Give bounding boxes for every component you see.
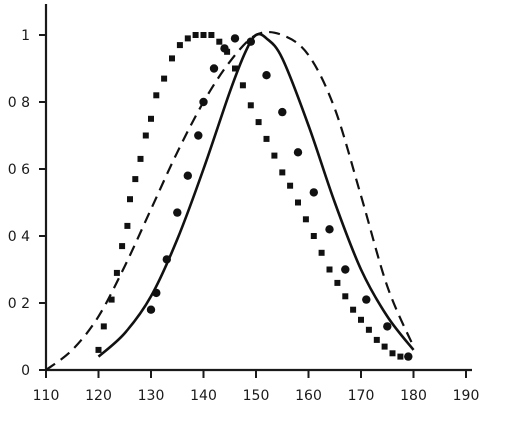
y-tick-label: 0 2 [8, 296, 30, 312]
circle-point [404, 352, 413, 361]
circle-point [309, 188, 318, 197]
circle-point [146, 305, 156, 314]
square-point [142, 132, 149, 139]
square-point [342, 293, 349, 300]
circle-point [152, 288, 161, 298]
circle-point [194, 131, 203, 140]
square-point [381, 343, 388, 350]
square-point [119, 243, 126, 250]
y-tick-label: 0 6 [8, 162, 30, 178]
square-point [271, 152, 278, 159]
series-group [45, 30, 415, 371]
square-point [232, 65, 238, 72]
circle-point [262, 71, 271, 80]
square-point [302, 216, 309, 223]
square-point [279, 169, 286, 176]
square-point [148, 115, 154, 122]
circle-point [209, 64, 219, 73]
square-point [295, 199, 301, 206]
square-point [334, 279, 341, 286]
circle-point [162, 255, 171, 264]
x-tick-label: 180 [400, 388, 427, 404]
circle-point [173, 208, 182, 217]
y-tick-label: 0 [21, 363, 30, 379]
square-point [169, 55, 175, 62]
square-point [358, 316, 364, 323]
axes [44, 4, 472, 372]
circle-point [183, 171, 192, 180]
x-tick-label: 160 [295, 388, 322, 404]
square-point [100, 323, 107, 330]
x-tick-label: 130 [138, 388, 165, 404]
ticks: 110 120 130 140 150 160 170 180 190 0 0 2 0 4 0 6 0 8… [8, 28, 480, 404]
square-point [176, 42, 183, 49]
square-point [153, 92, 160, 99]
square-point [127, 196, 133, 203]
x-tick-label: 140 [190, 388, 217, 404]
square-point [95, 346, 102, 353]
circle-point [293, 148, 303, 157]
square-point [161, 75, 168, 82]
x-tick-label: 110 [33, 388, 60, 404]
square-point [239, 82, 246, 89]
circle-point [341, 265, 350, 274]
square-point [184, 35, 191, 42]
square-point [318, 249, 325, 256]
square-point [310, 233, 317, 239]
square-point [350, 306, 357, 313]
square-point [216, 38, 223, 45]
square-point [192, 32, 199, 38]
x-tick-label: 120 [85, 388, 112, 404]
x-tick-label: 190 [453, 388, 480, 404]
circle-point [230, 34, 240, 43]
square-point [108, 296, 115, 303]
y-tick-label: 1 [21, 28, 30, 44]
circle-point [383, 322, 392, 331]
solid-curve [97, 32, 415, 358]
square-point [247, 102, 254, 109]
square-point [263, 135, 270, 142]
x-tick-label: 150 [243, 388, 270, 404]
square-point [287, 182, 294, 189]
square-point [365, 326, 372, 333]
y-tick-label: 0 8 [8, 95, 30, 111]
circle-point [199, 97, 208, 107]
circle-point [246, 37, 255, 46]
circle-point [325, 225, 334, 234]
square-point [255, 119, 262, 126]
square-point [132, 176, 139, 183]
square-point [208, 32, 215, 38]
circle-point [362, 295, 371, 304]
square-point [224, 48, 231, 55]
square-point [113, 269, 120, 276]
x-tick-label: 170 [348, 388, 375, 404]
square-point [200, 32, 207, 38]
square-point [397, 353, 404, 360]
square-point [137, 155, 144, 162]
square-point [389, 350, 396, 357]
square-point [373, 336, 380, 343]
circle-point [220, 44, 229, 53]
square-point [326, 266, 333, 273]
square-point [124, 222, 131, 229]
y-tick-label: 0 4 [8, 229, 30, 245]
circle-point [278, 107, 287, 117]
